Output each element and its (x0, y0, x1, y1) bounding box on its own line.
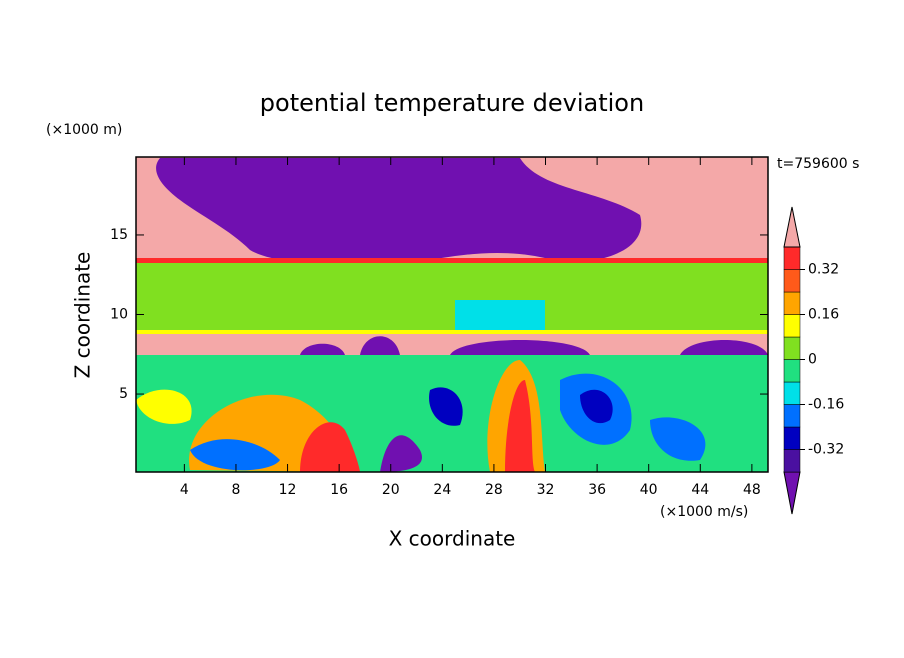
colorbar-block (783, 336, 801, 360)
field (136, 157, 768, 472)
x-axis-label: X coordinate (389, 527, 516, 551)
field-region (300, 336, 768, 355)
colorbar-block (783, 314, 801, 338)
field-region (429, 387, 463, 426)
field-region (136, 258, 768, 263)
field-region (580, 389, 613, 424)
y-tick-label: 5 (119, 386, 128, 402)
x-tick-label: 36 (588, 482, 606, 498)
x-tick-label: 48 (743, 482, 761, 498)
colorbar-tick-label: -0.32 (808, 442, 844, 458)
y-tick-label: 10 (110, 307, 128, 323)
field-region (650, 417, 706, 461)
x-tick-label: 20 (382, 482, 400, 498)
field-region (136, 263, 768, 331)
x-tick-label: 16 (330, 482, 348, 498)
x-tick-label: 4 (180, 482, 189, 498)
y-tick-label: 15 (110, 227, 128, 243)
time-label: t=759600 s (777, 156, 859, 172)
y-unit: (×1000 m) (46, 122, 122, 138)
x-tick-label: 8 (231, 482, 240, 498)
colorbar-extension (783, 471, 801, 515)
field-region (190, 439, 280, 471)
field-region (380, 435, 422, 472)
colorbar-block (783, 404, 801, 428)
field-region (136, 334, 768, 356)
colorbar-block (783, 246, 801, 270)
field-region (300, 422, 360, 472)
x-tick-label: 24 (433, 482, 451, 498)
colorbar-extension (783, 206, 801, 248)
y-axis-label: Z coordinate (71, 252, 95, 379)
field-region (455, 300, 545, 330)
colorbar-tick-label: -0.16 (808, 397, 844, 413)
x-tick-label: 28 (485, 482, 503, 498)
colorbar-tick-label: 0.16 (808, 307, 839, 323)
colorbar-block (783, 359, 801, 383)
colorbar-block (783, 291, 801, 315)
chart-title: potential temperature deviation (260, 89, 644, 117)
x-tick-label: 12 (279, 482, 297, 498)
colorbar-block (783, 381, 801, 405)
colorbar-block (783, 449, 801, 473)
field-region (156, 158, 642, 265)
colorbar-block (783, 426, 801, 450)
x-tick-label: 40 (640, 482, 658, 498)
colorbar-tick-label: 0.32 (808, 262, 839, 278)
colorbar-tick-label: 0 (808, 352, 817, 368)
axes: 4 8 12 16 20 24 28 32 36 40 44 4851015-0.32-0.1600.… (110, 157, 844, 515)
x-tick-label: 44 (691, 482, 709, 498)
x-unit: (×1000 m/s) (660, 504, 748, 520)
colorbar-block (783, 269, 801, 293)
field-region (136, 330, 768, 334)
field-region (505, 380, 535, 472)
field-region (136, 389, 192, 424)
x-tick-label: 32 (537, 482, 555, 498)
